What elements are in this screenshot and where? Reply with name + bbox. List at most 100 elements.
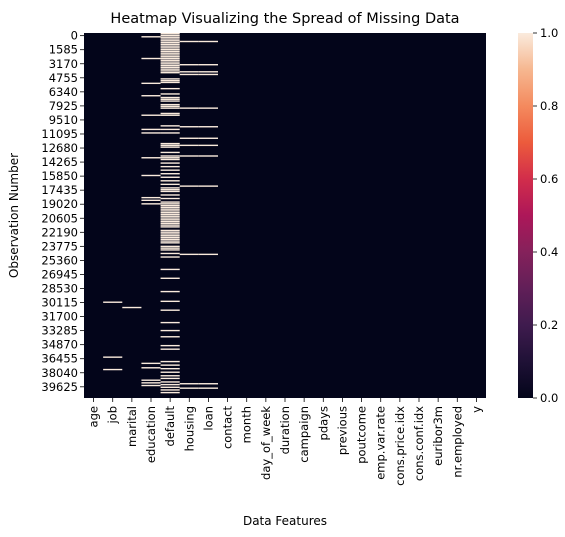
missing-value-mark — [160, 231, 180, 233]
missing-value-mark — [198, 137, 218, 139]
missing-value-mark — [141, 379, 161, 381]
missing-value-mark — [160, 224, 180, 226]
colorbar-tick-label: 0.8 — [540, 99, 558, 113]
missing-value-mark — [160, 38, 180, 40]
y-tick-label: 22190 — [41, 225, 78, 239]
x-tick-label: contact — [221, 406, 235, 450]
missing-value-mark — [160, 100, 180, 102]
missing-value-mark — [160, 103, 180, 106]
x-tick-label: loan — [201, 406, 215, 431]
missing-value-mark — [160, 245, 180, 248]
missing-value-mark — [160, 142, 180, 145]
heatmap-background — [84, 33, 486, 398]
missing-value-mark — [160, 63, 180, 65]
missing-value-mark — [141, 199, 161, 202]
missing-value-mark — [160, 367, 180, 370]
missing-value-mark — [160, 151, 180, 154]
x-tick-label: euribor3m — [431, 406, 445, 466]
colorbar-tick-label: 0.4 — [540, 245, 558, 259]
missing-value-mark — [160, 70, 180, 72]
y-tick-label: 26945 — [41, 267, 78, 281]
missing-value-mark — [160, 78, 180, 80]
missing-value-mark — [160, 240, 180, 242]
x-tick-label: education — [144, 406, 158, 463]
missing-value-mark — [160, 98, 180, 100]
missing-value-mark — [160, 268, 180, 271]
missing-value-mark — [198, 107, 218, 109]
missing-value-mark — [160, 233, 180, 235]
y-tick-label: 1585 — [49, 43, 78, 57]
missing-value-mark — [160, 43, 180, 46]
missing-value-mark — [198, 155, 218, 157]
y-tick-label: 20605 — [41, 211, 78, 225]
x-tick-label: cons.price.idx — [393, 406, 407, 486]
missing-value-mark — [179, 71, 199, 73]
missing-value-mark — [160, 180, 180, 182]
missing-value-mark — [141, 36, 161, 38]
y-tick-label: 23775 — [41, 239, 78, 253]
missing-value-mark — [160, 242, 180, 244]
missing-value-mark — [160, 157, 180, 159]
y-tick-label: 33285 — [41, 324, 78, 338]
missing-value-mark — [160, 48, 180, 51]
missing-value-mark — [160, 249, 180, 251]
y-tick-label: 7925 — [49, 99, 78, 113]
missing-value-mark — [160, 64, 180, 67]
y-tick-label: 0 — [71, 29, 78, 43]
x-tick-label: previous — [335, 406, 349, 455]
missing-value-mark — [160, 201, 180, 203]
missing-value-mark — [179, 387, 199, 389]
missing-value-mark — [160, 290, 180, 293]
missing-value-mark — [160, 203, 180, 205]
missing-value-mark — [160, 235, 180, 237]
missing-value-mark — [160, 208, 180, 210]
missing-value-mark — [160, 381, 180, 383]
missing-value-mark — [160, 45, 180, 47]
heatmap-area — [84, 33, 486, 398]
missing-value-mark — [103, 301, 123, 303]
missing-value-mark — [160, 33, 180, 35]
y-tick-label: 14265 — [41, 155, 78, 169]
missing-value-mark — [179, 107, 199, 109]
x-tick-label: month — [240, 406, 254, 443]
y-tick-label: 31700 — [41, 310, 78, 324]
x-tick-label: poutcome — [355, 406, 369, 464]
x-tick-label: emp.var.rate — [374, 406, 388, 480]
missing-value-mark — [141, 203, 161, 205]
missing-value-mark — [160, 375, 180, 377]
missing-value-mark — [160, 226, 180, 228]
missing-value-mark — [160, 236, 180, 239]
missing-value-mark — [160, 194, 180, 196]
missing-value-mark — [179, 185, 199, 187]
missing-value-mark — [179, 64, 199, 66]
missing-value-mark — [160, 344, 180, 347]
missing-value-mark — [141, 382, 161, 384]
missing-value-mark — [160, 206, 180, 209]
y-axis-label: Observation Number — [7, 153, 21, 278]
missing-value-mark — [160, 197, 180, 200]
missing-value-mark — [160, 213, 180, 216]
y-tick-label: 12680 — [41, 141, 78, 155]
missing-value-mark — [141, 57, 161, 60]
missing-value-mark — [160, 54, 180, 56]
missing-value-mark — [160, 336, 180, 338]
missing-value-mark — [160, 321, 180, 324]
missing-value-mark — [141, 174, 161, 177]
missing-value-mark — [160, 247, 180, 249]
missing-value-mark — [160, 36, 180, 38]
missing-value-mark — [141, 196, 161, 199]
colorbar-ticks: 0.0 0.2 0.4 0.6 0.8 1.0 — [533, 26, 558, 405]
missing-value-mark — [160, 47, 180, 49]
missing-value-mark — [198, 253, 218, 256]
missing-value-mark — [160, 173, 180, 175]
missing-value-mark — [160, 348, 180, 350]
x-tick-label: default — [163, 406, 177, 447]
missing-value-mark — [160, 176, 180, 178]
missing-value-mark — [141, 95, 161, 97]
y-tick-label: 4755 — [49, 71, 78, 85]
missing-value-mark — [160, 34, 180, 37]
missing-value-mark — [160, 114, 180, 116]
missing-value-mark — [160, 165, 180, 168]
y-tick-label: 6340 — [49, 85, 78, 99]
